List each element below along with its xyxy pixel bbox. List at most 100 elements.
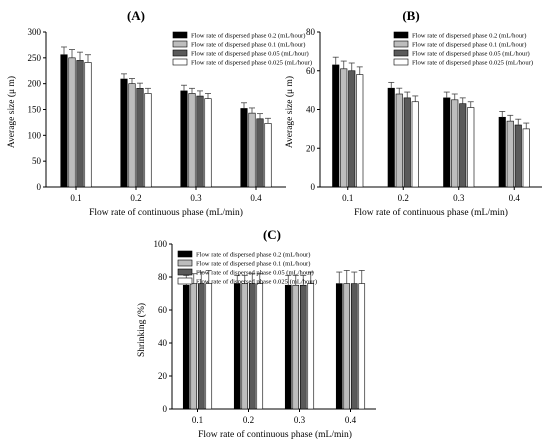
panel-a: (A) Flow rate of continuous phase (mL/mi… — [6, 8, 312, 218]
panel-a-y-tick-label: 300 — [28, 27, 42, 37]
panel-c-bar — [248, 283, 256, 410]
panel-c-bar — [256, 283, 264, 410]
panel-b-bar — [467, 107, 475, 188]
panel-b-legend-label: Flow rate of dispersed phase 0.025 (mL/h… — [412, 60, 533, 67]
panel-c-bar — [197, 283, 205, 410]
panel-a-y-tick-label: 250 — [28, 53, 42, 63]
panel-c-x-axis-title: Flow rate of continuous phase (mL/min) — [198, 429, 352, 440]
panel-c-bar — [205, 283, 213, 410]
panel-a-legend-label: Flow rate of dispersed phase 0.1 (mL/hou… — [191, 42, 305, 49]
panel-b-bar — [459, 103, 467, 188]
panel-a-y-tick-label: 200 — [28, 79, 42, 89]
panel-c-bar — [284, 284, 292, 410]
panel-a-bar — [68, 57, 76, 188]
panel-c-bar — [350, 283, 358, 410]
panel-b-x-tick-label: 0.4 — [509, 193, 521, 203]
panel-b-label: (B) — [402, 8, 419, 23]
panel-a-y-tick-label: 100 — [28, 130, 42, 140]
panel-b-bar — [403, 97, 411, 188]
panel-a-bar — [264, 123, 272, 188]
panel-c-bar — [190, 283, 198, 410]
panel-a-x-tick-label: 0.4 — [250, 193, 262, 203]
panel-a-bar — [256, 118, 264, 188]
panel-b-x-tick-label: 0.1 — [342, 193, 353, 203]
panel-a-bar — [144, 93, 152, 188]
panel-b-bar — [443, 97, 451, 188]
panel-a-y-tick-label: 150 — [28, 105, 42, 115]
panel-b-y-tick-label: 40 — [306, 105, 316, 115]
panel-b-y-tick-label: 0 — [311, 182, 316, 192]
panel-b-x-tick-label: 0.2 — [398, 193, 409, 203]
panel-b-legend-swatch — [393, 49, 409, 57]
panel-c-legend-swatch — [177, 259, 193, 267]
panel-b-x-tick-label: 0.3 — [453, 193, 465, 203]
panel-b: (B) Flow rate of continuous phase (mL/mi… — [284, 8, 542, 218]
panel-a-bar — [240, 108, 248, 188]
panel-c-legend-label: Flow rate of dispersed phase 0.1 (mL/hou… — [196, 261, 310, 268]
panel-c-y-tick-label: 20 — [158, 371, 168, 381]
panel-c: (C) Flow rate of continuous phase (mL/mi… — [136, 227, 376, 440]
panel-a-bar — [204, 98, 212, 188]
panel-b-legend-swatch — [393, 31, 409, 39]
panel-a-legend-label: Flow rate of dispersed phase 0.05 (mL/ho… — [191, 51, 309, 58]
panel-c-bar — [241, 283, 249, 410]
panel-b-bar — [348, 70, 356, 188]
panel-c-legend-swatch — [177, 277, 193, 285]
panel-c-bar — [307, 283, 315, 410]
panel-b-bar — [411, 101, 419, 188]
panel-c-bar — [182, 284, 190, 410]
panel-c-bar — [292, 284, 300, 410]
panel-a-bar — [180, 90, 188, 188]
panel-c-bar — [299, 284, 307, 410]
panel-c-y-tick-label: 80 — [158, 272, 168, 282]
panel-c-legend-label: Flow rate of dispersed phase 0.2 (mL/hou… — [196, 252, 310, 259]
panel-c-bar — [358, 283, 366, 410]
panel-b-legend-swatch — [393, 40, 409, 48]
panel-c-y-tick-label: 100 — [154, 239, 168, 249]
panel-b-legend-label: Flow rate of dispersed phase 0.2 (mL/hou… — [412, 33, 526, 40]
panel-a-legend-swatch — [172, 49, 188, 57]
panel-b-bar — [451, 99, 459, 188]
panel-b-y-tick-label: 20 — [306, 143, 316, 153]
panel-a-x-tick-label: 0.2 — [130, 193, 141, 203]
panel-b-bar — [514, 124, 522, 188]
panel-b-y-tick-label: 80 — [306, 27, 316, 37]
panel-a-legend-label: Flow rate of dispersed phase 0.025 (mL/h… — [191, 60, 312, 67]
panel-a-legend-label: Flow rate of dispersed phase 0.2 (mL/hou… — [191, 33, 305, 40]
panel-c-bar — [343, 283, 351, 410]
panel-b-bar — [332, 64, 340, 188]
panel-c-y-tick-label: 60 — [158, 305, 168, 315]
panel-a-y-tick-label: 0 — [37, 182, 42, 192]
panel-b-y-axis-title: Average size (μ m) — [284, 76, 295, 148]
panel-c-x-tick-label: 0.4 — [345, 415, 357, 425]
panel-a-bar — [136, 88, 144, 188]
panel-c-y-tick-label: 40 — [158, 338, 168, 348]
panel-a-x-tick-label: 0.1 — [70, 193, 81, 203]
panel-a-x-axis-title: Flow rate of continuous phase (mL/min) — [89, 207, 243, 218]
panel-c-bar — [233, 283, 241, 410]
panel-a-y-axis-title: Average size (μ m) — [6, 76, 17, 148]
panel-b-y-tick-label: 60 — [306, 66, 316, 76]
panel-a-legend-swatch — [172, 40, 188, 48]
panel-b-bar — [506, 120, 514, 188]
panel-a-bar — [248, 112, 256, 188]
panel-a-bar — [128, 83, 136, 188]
panel-b-bar — [498, 116, 506, 188]
panel-a-legend-swatch — [172, 31, 188, 39]
panel-c-x-tick-label: 0.2 — [243, 415, 254, 425]
panel-a-bar — [76, 60, 84, 188]
panel-b-bar — [522, 128, 530, 188]
panel-a-bar — [188, 93, 196, 188]
panel-b-legend-label: Flow rate of dispersed phase 0.05 (mL/ho… — [412, 51, 530, 58]
panel-c-legend-swatch — [177, 268, 193, 276]
panel-c-bar — [335, 283, 343, 410]
panel-a-x-tick-label: 0.3 — [190, 193, 202, 203]
panel-c-x-tick-label: 0.3 — [294, 415, 306, 425]
panel-b-bar — [340, 68, 348, 188]
panel-c-legend-label: Flow rate of dispersed phase 0.05 (mL/ho… — [196, 270, 314, 277]
panel-c-legend-swatch — [177, 250, 193, 258]
panel-b-bar — [356, 74, 364, 188]
panel-a-label: (A) — [127, 8, 145, 23]
panel-c-x-tick-label: 0.1 — [192, 415, 203, 425]
